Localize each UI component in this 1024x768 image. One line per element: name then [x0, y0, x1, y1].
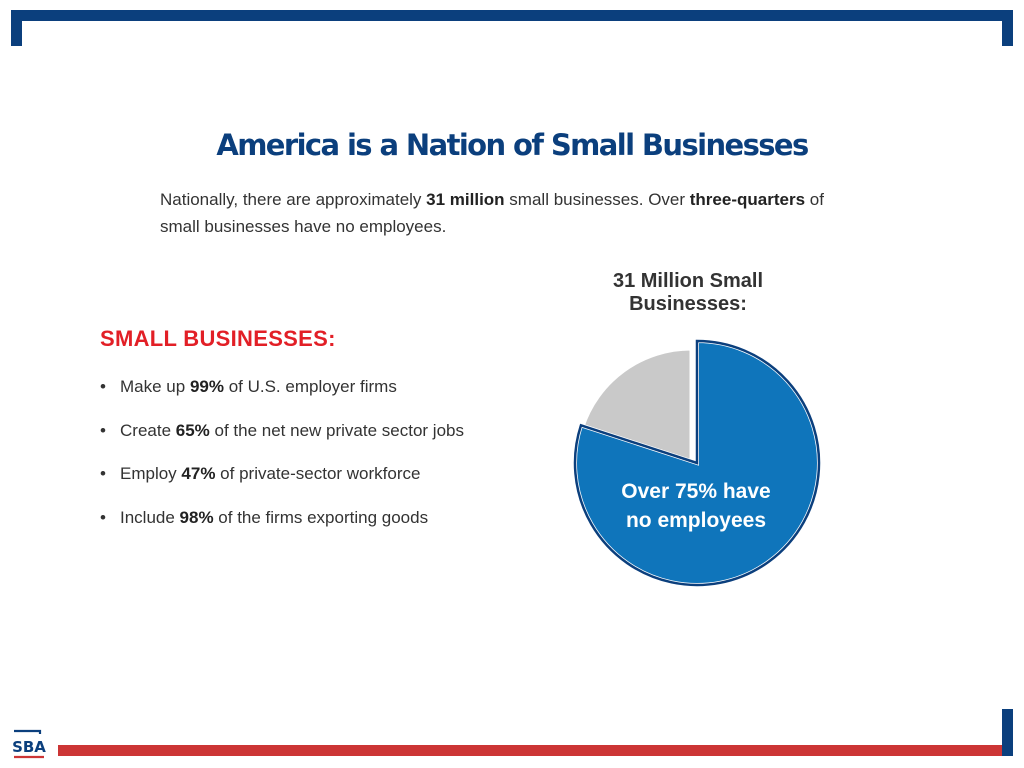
bullet-text-post: of private-sector workforce — [215, 464, 421, 483]
bullet-value: 99% — [189, 377, 224, 396]
list-item: • Make up 99% of U.S. employer firms — [100, 376, 464, 398]
bullet-icon: • — [100, 507, 106, 527]
bullet-text-pre: Make up — [120, 377, 190, 396]
list-item: • Employ 47% of private-sector workforce — [100, 463, 464, 485]
pie-slice-no-employees-outline — [573, 339, 821, 587]
bottom-right-frame-corner — [1002, 709, 1013, 756]
intro-bold-1: 31 million — [426, 190, 505, 209]
list-item: • Include 98% of the firms exporting good… — [100, 507, 464, 529]
stats-list: • Make up 99% of U.S. employer firms • Cre… — [100, 376, 464, 550]
sba-logo: SBA — [12, 729, 46, 759]
bullet-icon: • — [100, 377, 106, 396]
bullet-text-post: of the firms exporting goods — [213, 507, 429, 527]
bullet-text-post: of the net new private sector jobs — [209, 420, 464, 440]
top-right-frame-corner — [1002, 10, 1013, 46]
bullet-icon: • — [100, 464, 106, 483]
top-frame-bar — [11, 10, 1013, 21]
bullet-icon: • — [100, 420, 106, 440]
pie-slice-label-line2: no employees — [626, 509, 766, 532]
pie-chart: Over 75% have no employees — [573, 338, 821, 587]
sba-logo-text: SBA — [12, 738, 46, 756]
top-left-frame-corner — [11, 10, 22, 46]
intro-text-1: Nationally, there are approximately — [160, 190, 427, 209]
bullet-text-post: of U.S. employer firms — [223, 377, 397, 396]
bullet-value: 47% — [181, 464, 216, 483]
bullet-text-pre: Include — [120, 507, 180, 527]
intro-text-2: small businesses. Over — [504, 190, 690, 209]
intro-text-3: of small businesses have no employees. — [160, 190, 824, 236]
list-item: • Create 65% of the net new private secto… — [100, 420, 464, 442]
section-heading: SMALL BUSINESSES: — [100, 326, 336, 351]
intro-paragraph: Nationally, there are approximately 31 m… — [160, 186, 860, 240]
bottom-frame-bar — [58, 745, 1013, 756]
chart-title: 31 Million Small Businesses: — [612, 270, 764, 315]
intro-bold-2: three-quarters — [689, 190, 806, 209]
bullet-text-pre: Create — [120, 420, 176, 440]
page-title: America is a Nation of Small Businesses — [216, 128, 809, 162]
bullet-text-pre: Employ — [120, 464, 182, 483]
bullet-value: 65% — [175, 420, 210, 440]
pie-slice-label-line1: Over 75% have — [621, 480, 770, 503]
bullet-value: 98% — [179, 507, 214, 527]
